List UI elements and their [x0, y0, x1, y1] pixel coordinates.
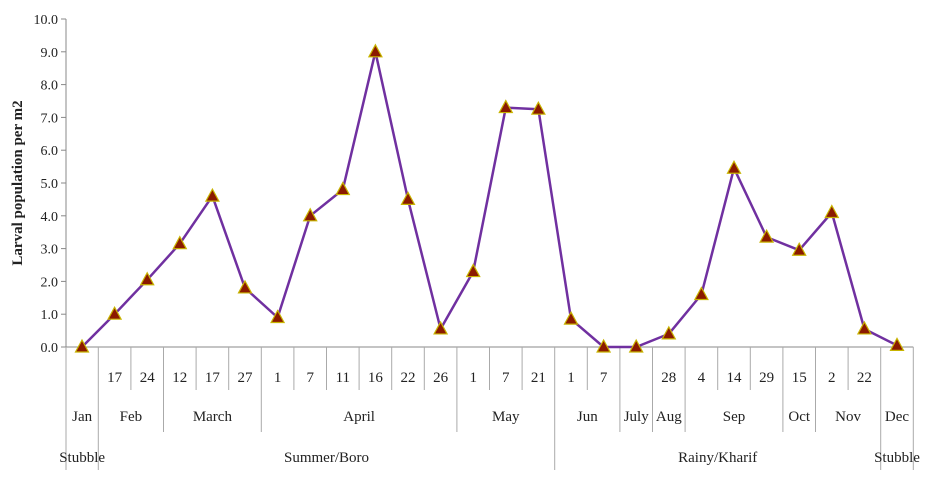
data-point	[596, 338, 612, 353]
data-point	[237, 279, 253, 294]
y-tick-label: 2.0	[41, 275, 59, 290]
month-label: Dec	[885, 409, 909, 425]
x-tick-label: 22	[857, 370, 872, 386]
data-point	[400, 191, 416, 205]
series	[74, 43, 905, 353]
x-tick-label: 22	[401, 370, 416, 386]
x-tick-label: 15	[792, 370, 807, 386]
data-point	[74, 338, 90, 353]
data-point	[824, 204, 840, 219]
month-label: April	[343, 409, 375, 425]
series-line	[81, 50, 898, 349]
y-tick-label: 4.0	[41, 210, 59, 225]
month-label: Oct	[788, 409, 810, 425]
x-tick-label: 11	[336, 370, 350, 386]
x-tick-label: 2	[828, 370, 836, 386]
season-label: Stubble	[59, 450, 105, 466]
data-point	[302, 207, 318, 222]
y-tick-label: 7.0	[41, 111, 59, 126]
x-tick-label: 1	[567, 370, 575, 386]
data-point	[335, 181, 351, 196]
x-tick-label: 26	[433, 370, 449, 386]
data-point	[172, 235, 188, 250]
x-tick-label: 4	[698, 370, 706, 386]
data-point	[628, 338, 644, 353]
data-point	[204, 187, 220, 202]
x-tick-label: 7	[306, 370, 314, 386]
x-tick-label: 28	[661, 370, 676, 386]
month-label: Aug	[656, 409, 682, 425]
season-label: Rainy/Kharif	[678, 450, 757, 466]
y-axis: 0.0 1.0 2.0 3.0 4.0 5.0 6.0 7.0 8.0 9.0 10.0	[34, 13, 67, 356]
month-label: Jan	[72, 409, 92, 425]
month-label: March	[193, 409, 233, 425]
x-tick-label: 24	[140, 370, 156, 386]
y-tick-label: 3.0	[41, 243, 59, 258]
data-point	[107, 305, 123, 320]
season-label: Stubble	[874, 450, 920, 466]
y-tick-label: 5.0	[41, 177, 59, 192]
y-tick-label: 0.0	[41, 341, 59, 356]
month-label: Jun	[577, 409, 598, 425]
x-tick-label: 29	[759, 370, 774, 386]
x-tick-label: 12	[172, 370, 187, 386]
data-point	[270, 309, 286, 324]
month-label: July	[624, 409, 650, 425]
data-point	[856, 320, 872, 335]
data-point	[498, 99, 514, 114]
month-label: May	[492, 409, 520, 425]
data-point	[433, 320, 449, 335]
x-tick-label: 27	[238, 370, 254, 386]
data-point	[726, 159, 742, 174]
data-point	[759, 228, 775, 243]
x-tick-label: 1	[274, 370, 282, 386]
y-tick-label: 6.0	[41, 144, 59, 159]
data-point	[889, 337, 905, 351]
x-tick-label: 1	[469, 370, 477, 386]
data-point	[563, 310, 579, 325]
data-point	[661, 325, 677, 340]
season-label: Summer/Boro	[284, 450, 369, 466]
x-tick-label: 17	[205, 370, 221, 386]
x-tick-label: 21	[531, 370, 546, 386]
data-point	[139, 271, 155, 286]
y-tick-label: 9.0	[41, 46, 59, 61]
data-point	[791, 241, 807, 256]
y-tick-label: 8.0	[41, 79, 59, 94]
x-axis: 17 24 12 17 27 1 7 11 16 22 26 1 7 21 1 7 28 4 14 29 15 2 22Ja…	[59, 346, 920, 470]
x-tick-label: 14	[727, 370, 743, 386]
x-tick-label: 7	[502, 370, 510, 386]
month-label: Sep	[723, 409, 746, 425]
month-label: Feb	[120, 409, 143, 425]
data-point	[530, 100, 546, 115]
data-point	[465, 263, 481, 278]
y-tick-label: 1.0	[41, 308, 59, 323]
data-point	[367, 43, 383, 58]
x-tick-label: 17	[107, 370, 123, 386]
y-axis-label: Larval population per m2	[10, 100, 26, 265]
x-tick-label: 16	[368, 370, 384, 386]
x-tick-label: 7	[600, 370, 608, 386]
y-tick-label: 10.0	[34, 13, 59, 28]
data-point	[693, 286, 709, 301]
month-label: Nov	[835, 409, 861, 425]
